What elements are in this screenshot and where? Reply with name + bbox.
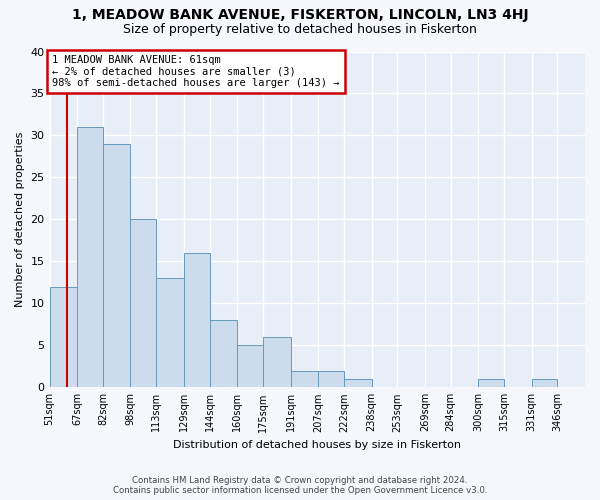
Bar <box>156 278 184 388</box>
Y-axis label: Number of detached properties: Number of detached properties <box>15 132 25 307</box>
Bar <box>290 370 318 388</box>
Bar <box>263 337 290 388</box>
Text: Contains HM Land Registry data © Crown copyright and database right 2024.
Contai: Contains HM Land Registry data © Crown c… <box>113 476 487 495</box>
Text: Size of property relative to detached houses in Fiskerton: Size of property relative to detached ho… <box>123 22 477 36</box>
Bar <box>103 144 130 388</box>
Bar <box>318 370 344 388</box>
Bar <box>478 379 504 388</box>
Text: 1 MEADOW BANK AVENUE: 61sqm
← 2% of detached houses are smaller (3)
98% of semi-: 1 MEADOW BANK AVENUE: 61sqm ← 2% of deta… <box>52 55 340 88</box>
Bar <box>237 346 263 388</box>
Bar <box>130 220 156 388</box>
Bar <box>344 379 371 388</box>
Bar <box>184 253 209 388</box>
X-axis label: Distribution of detached houses by size in Fiskerton: Distribution of detached houses by size … <box>173 440 461 450</box>
Bar <box>209 320 237 388</box>
Bar <box>50 286 77 388</box>
Text: 1, MEADOW BANK AVENUE, FISKERTON, LINCOLN, LN3 4HJ: 1, MEADOW BANK AVENUE, FISKERTON, LINCOL… <box>71 8 529 22</box>
Bar <box>77 127 103 388</box>
Bar <box>532 379 557 388</box>
